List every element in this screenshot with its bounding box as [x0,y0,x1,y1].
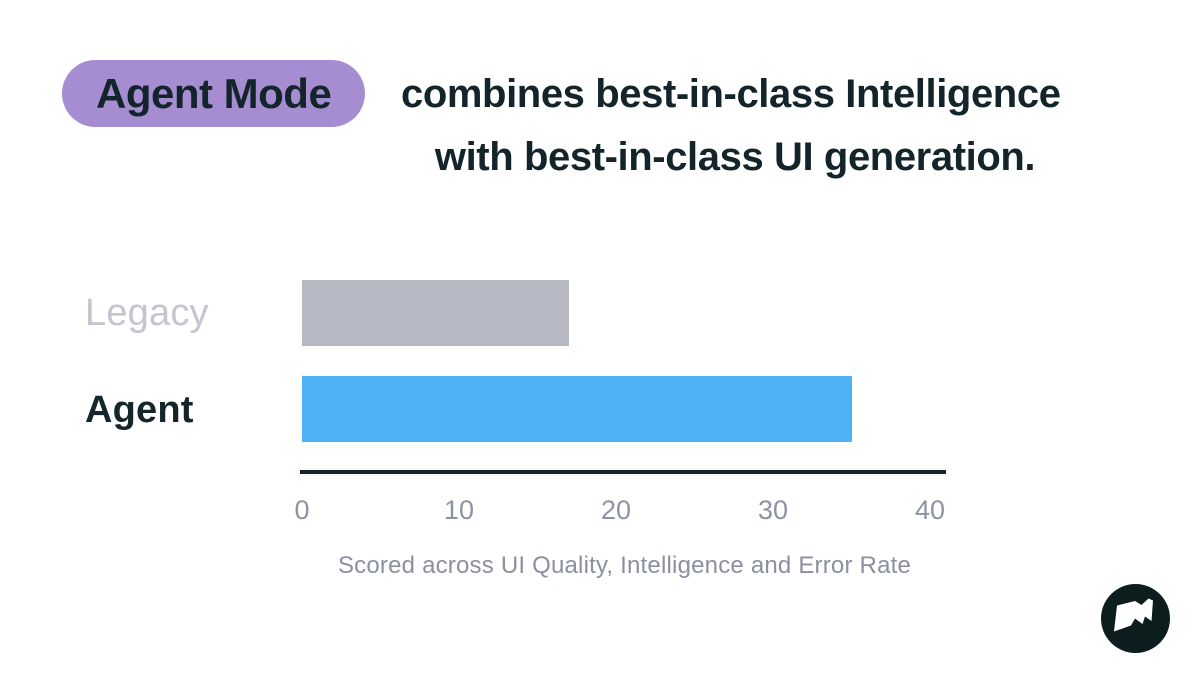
flag-logo-graphic [1101,584,1170,653]
badge-label: Agent Mode [96,69,332,117]
chart-caption: Scored across UI Quality, Intelligence a… [337,552,912,579]
x-tick-30: 30 [757,495,789,525]
headline-line-1: combines best-in-class Intelligence [401,72,1061,116]
agent-mode-badge: Agent Mode [62,60,366,127]
headline-line-2: with best-in-class UI generation. [434,135,1036,179]
x-axis-line [300,470,946,474]
bar-legacy [302,280,569,346]
x-tick-20: 20 [600,495,632,525]
x-tick-0: 0 [294,495,310,525]
x-tick-10: 10 [443,495,475,525]
bar-agent [302,376,852,442]
flag-logo [1101,584,1170,653]
category-label-legacy: Legacy [85,292,209,334]
x-tick-40: 40 [914,495,946,525]
category-label-agent: Agent [85,389,194,431]
